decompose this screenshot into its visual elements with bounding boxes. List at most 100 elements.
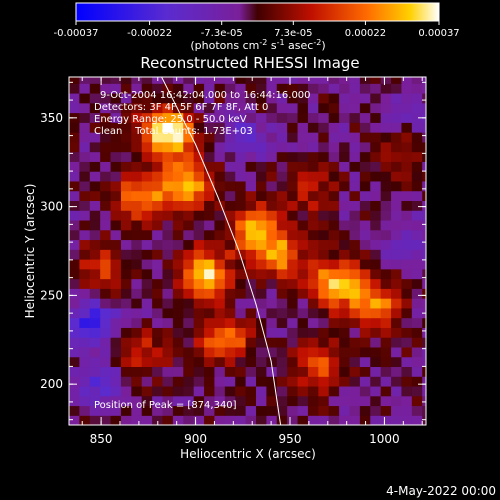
image-pixel [370,112,382,123]
image-pixel [276,102,288,114]
image-pixel [183,258,195,270]
image-pixel [69,395,80,407]
image-pixel [152,405,164,416]
image-pixel [235,122,247,133]
image-pixel [162,405,174,416]
image-pixel [339,190,351,201]
image-pixel [79,92,91,104]
image-pixel [69,132,80,143]
image-pixel [276,210,288,221]
image-pixel [235,415,247,425]
image-pixel [235,405,247,416]
image-pixel [256,258,267,270]
image-pixel [120,317,132,328]
image-pixel [214,376,226,387]
image-pixel [318,151,330,162]
image-pixel [401,317,413,328]
image-pixel [287,171,299,182]
image-pixel [380,298,392,309]
image-pixel [172,327,184,338]
image-pixel [235,161,247,172]
image-pixel [266,346,278,358]
image-pixel [193,249,205,260]
image-pixel [307,92,319,104]
image-pixel [401,151,413,162]
image-pixel [359,366,371,377]
image-pixel [359,83,371,94]
image-pixel [120,102,132,114]
image-pixel [276,190,288,201]
image-pixel [370,395,382,407]
image-pixel [110,376,122,387]
image-pixel [110,258,122,270]
image-pixel [297,151,309,162]
image-pixel [141,268,153,280]
image-pixel [162,395,174,407]
image-pixel [328,239,340,250]
image-pixel [359,376,371,387]
image-pixel [100,161,112,172]
image-pixel [79,210,91,221]
image-pixel [401,171,413,182]
image-pixel [349,278,361,289]
image-pixel [79,161,91,172]
image-pixel [401,229,413,241]
image-pixel [245,366,257,377]
image-pixel [100,249,112,260]
image-pixel [256,112,267,123]
image-pixel [380,161,392,172]
image-pixel [131,151,143,162]
image-pixel [183,327,195,338]
image-pixel [422,200,426,211]
image-pixel [391,219,403,231]
image-pixel [276,278,288,289]
image-pixel [224,171,236,182]
image-pixel [380,190,392,201]
image-pixel [276,83,288,94]
image-pixel [318,112,330,123]
image-pixel [391,200,403,211]
image-pixel [328,356,340,368]
image-pixel [359,132,371,143]
image-pixel [89,171,101,182]
image-pixel [69,229,80,241]
image-pixel [183,317,195,328]
image-pixel [100,151,112,162]
image-pixel [422,268,426,280]
image-pixel [391,405,403,416]
image-pixel [79,317,91,328]
image-pixel [391,229,403,241]
image-pixel [69,337,80,348]
image-pixel [339,405,351,416]
image-pixel [162,337,174,348]
image-pixel [287,288,299,299]
image-pixel [370,258,382,270]
image-pixel [256,298,267,309]
image-pixel [214,288,226,299]
image-pixel [276,151,288,162]
image-pixel [204,229,216,241]
image-pixel [224,376,236,387]
image-pixel [152,180,164,192]
chart-title: Reconstructed RHESSI Image [140,54,359,72]
image-pixel [131,112,143,123]
image-pixel [422,258,426,270]
image-pixel [183,415,195,425]
image-pixel [297,180,309,192]
image-pixel [183,376,195,387]
image-pixel [266,239,278,250]
image-pixel [162,415,174,425]
image-pixel [401,327,413,338]
image-pixel [235,278,247,289]
image-pixel [110,395,122,407]
image-pixel [79,415,91,425]
image-pixel [235,200,247,211]
image-pixel [318,77,330,84]
image-pixel [141,258,153,270]
image-pixel [110,229,122,241]
image-pixel [141,219,153,231]
colorbar: -0.00037 -0.00022 -7.3e-05 7.3e-05 0.00022 0.… [54,2,460,52]
image-pixel [204,346,216,358]
image-pixel [422,317,426,328]
image-pixel [131,366,143,377]
